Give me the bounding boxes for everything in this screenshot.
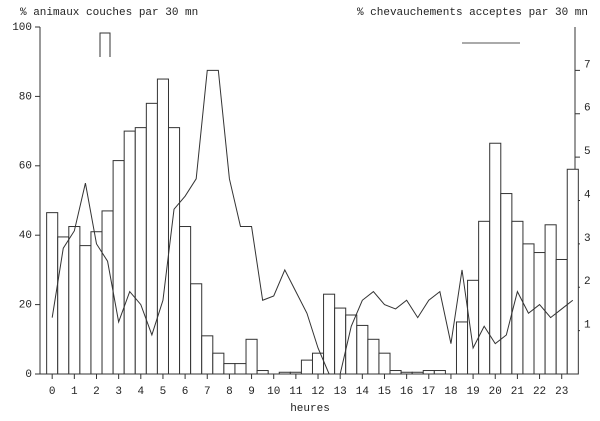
bar bbox=[234, 363, 247, 375]
y2-tick-label: 7 bbox=[584, 59, 591, 71]
legend-bar-symbol bbox=[99, 32, 111, 57]
bar bbox=[478, 220, 491, 375]
bar bbox=[156, 78, 169, 375]
y-tick-label: 80 bbox=[19, 91, 32, 103]
x-tick-label: 12 bbox=[311, 386, 324, 398]
x-tick-label: 4 bbox=[137, 386, 144, 398]
bar bbox=[256, 370, 269, 375]
y-tick-label: 40 bbox=[19, 230, 32, 242]
x-tick-label: 5 bbox=[160, 386, 167, 398]
bar bbox=[101, 210, 114, 375]
bar bbox=[79, 245, 92, 375]
bar bbox=[68, 226, 81, 375]
bar bbox=[467, 279, 480, 375]
x-tick-label: 13 bbox=[334, 386, 347, 398]
bar bbox=[90, 231, 103, 375]
y2-axis-label: % chevauchements acceptes par 30 mn bbox=[357, 7, 588, 19]
x-tick-label: 7 bbox=[204, 386, 211, 398]
x-axis-label: heures bbox=[290, 403, 330, 415]
x-tick-label: 10 bbox=[267, 386, 280, 398]
bar bbox=[378, 352, 391, 375]
y2-tick-label: 5 bbox=[584, 146, 591, 158]
bar bbox=[167, 127, 181, 375]
x-tick-label: 18 bbox=[444, 386, 457, 398]
bar bbox=[245, 338, 258, 375]
bar bbox=[411, 371, 424, 375]
x-tick-label: 0 bbox=[49, 386, 56, 398]
y2-tick-label: 1 bbox=[584, 320, 591, 332]
x-tick-label: 19 bbox=[466, 386, 479, 398]
bar bbox=[367, 338, 380, 375]
bar bbox=[123, 130, 136, 375]
bar bbox=[278, 371, 291, 375]
x-tick-label: 16 bbox=[400, 386, 413, 398]
y2-tick-label: 2 bbox=[584, 276, 591, 288]
y2-tick-label: 6 bbox=[584, 103, 591, 115]
x-tick-label: 21 bbox=[511, 386, 525, 398]
y-tick-label: 0 bbox=[25, 369, 32, 381]
bar bbox=[400, 371, 413, 375]
bar bbox=[533, 252, 546, 375]
y-tick-label: 20 bbox=[19, 300, 32, 312]
x-tick-label: 2 bbox=[93, 386, 100, 398]
bar bbox=[422, 370, 435, 375]
x-tick-label: 14 bbox=[356, 386, 370, 398]
x-tick-label: 20 bbox=[489, 386, 502, 398]
x-tick-label: 22 bbox=[533, 386, 546, 398]
bar bbox=[500, 193, 513, 375]
y2-tick-label: 4 bbox=[584, 189, 591, 201]
bar bbox=[223, 363, 236, 375]
x-tick-label: 17 bbox=[422, 386, 435, 398]
bar bbox=[179, 226, 192, 375]
x-tick-label: 3 bbox=[115, 386, 122, 398]
y-tick-label: 60 bbox=[19, 161, 32, 173]
x-tick-label: 11 bbox=[289, 386, 303, 398]
bar bbox=[555, 258, 568, 375]
bar bbox=[511, 220, 524, 375]
bar bbox=[134, 127, 147, 375]
bar bbox=[544, 224, 557, 375]
y-tick-label: 100 bbox=[12, 22, 32, 34]
bar bbox=[323, 293, 336, 375]
line bbox=[51, 69, 574, 375]
bar bbox=[190, 283, 203, 375]
bar bbox=[489, 142, 502, 375]
bar bbox=[212, 352, 225, 375]
bar bbox=[289, 371, 302, 375]
x-tick-label: 1 bbox=[71, 386, 78, 398]
x-tick-label: 8 bbox=[226, 386, 233, 398]
bar bbox=[201, 335, 214, 375]
x-tick-label: 23 bbox=[555, 386, 568, 398]
bar bbox=[455, 321, 469, 375]
bar bbox=[112, 160, 125, 375]
bar bbox=[389, 370, 402, 375]
bar bbox=[566, 168, 579, 375]
y2-tick-label: 3 bbox=[584, 233, 591, 245]
x-tick-label: 15 bbox=[378, 386, 391, 398]
x-tick-label: 9 bbox=[248, 386, 255, 398]
bar bbox=[300, 359, 313, 375]
bar bbox=[356, 324, 369, 375]
bar bbox=[334, 307, 347, 375]
bar bbox=[522, 243, 535, 375]
bar bbox=[57, 236, 70, 375]
x-tick-label: 6 bbox=[182, 386, 189, 398]
y-axis-label: % animaux couches par 30 mn bbox=[20, 7, 198, 19]
bar bbox=[433, 370, 446, 375]
